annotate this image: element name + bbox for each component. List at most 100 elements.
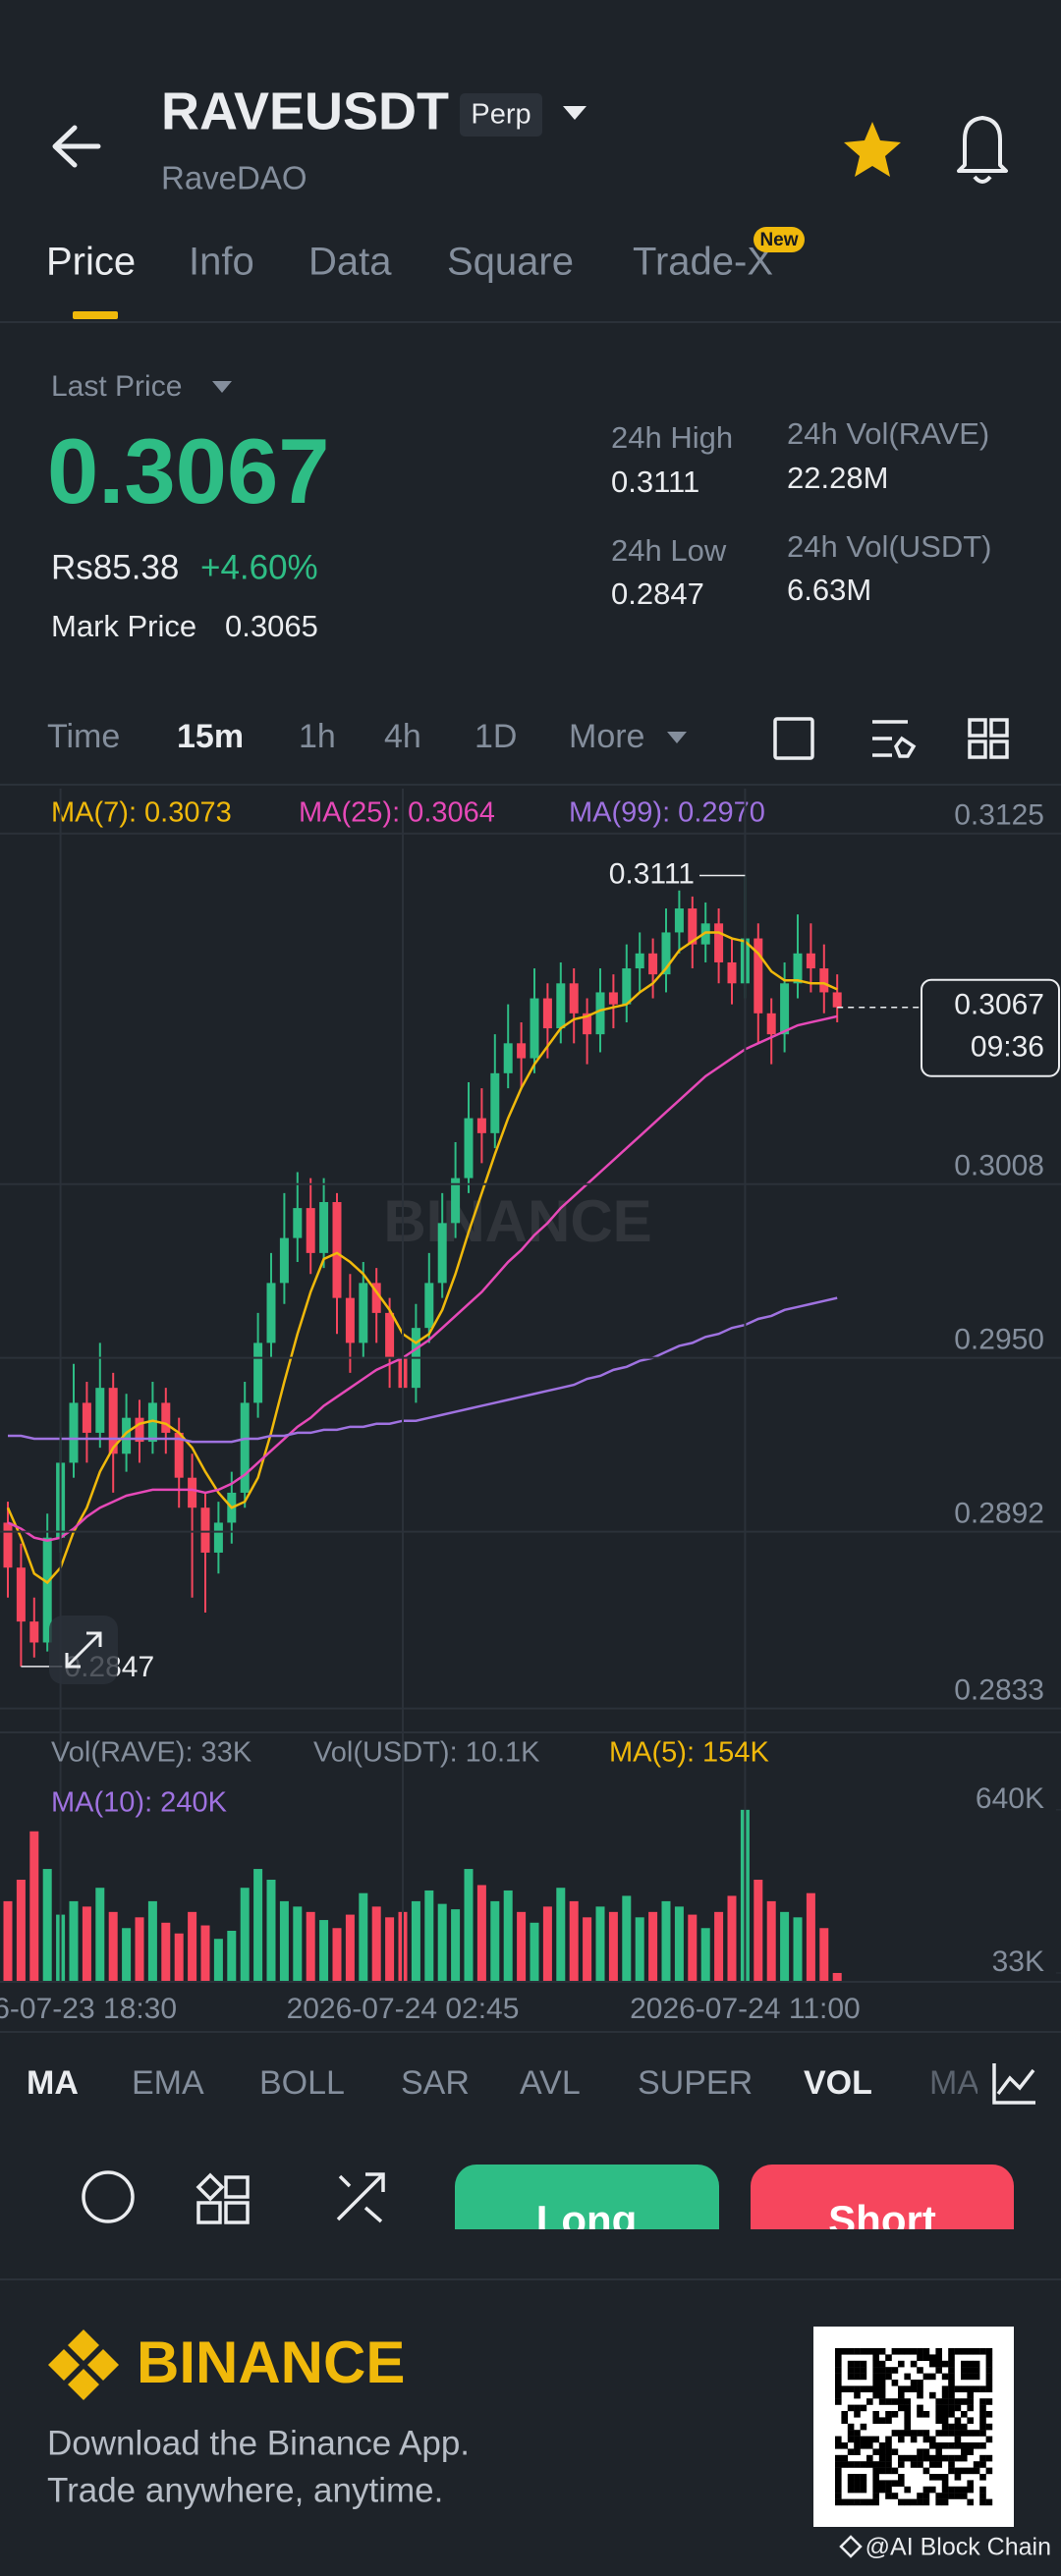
qr-cell — [898, 2360, 905, 2368]
volume-bar — [122, 1928, 132, 1982]
long-label[interactable]: Long — [536, 2197, 638, 2243]
fiat-price: Rs85.38 — [51, 548, 179, 586]
candle-body — [451, 1178, 461, 1224]
qr-cell — [841, 2442, 848, 2449]
footer-text: Trade anywhere, anytime. — [47, 2471, 443, 2509]
indicator-tab[interactable]: BOLL — [259, 2064, 345, 2102]
qr-cell — [872, 2461, 879, 2468]
indicator-tab[interactable]: SAR — [401, 2064, 470, 2102]
qr-cell — [872, 2411, 879, 2418]
qr-cell — [985, 2411, 993, 2418]
qr-cell — [954, 2404, 962, 2412]
short-label[interactable]: Short — [828, 2197, 936, 2243]
qr-cell — [878, 2348, 886, 2355]
layout-icon[interactable] — [968, 718, 1009, 759]
qr-cell — [854, 2498, 861, 2506]
dropdown-icon[interactable] — [667, 732, 687, 743]
qr-cell — [948, 2391, 955, 2399]
indicator-tab[interactable]: MA — [929, 2064, 979, 2102]
interval[interactable]: Time — [47, 718, 120, 755]
divider — [0, 1981, 1061, 1983]
interval[interactable]: 1D — [475, 718, 517, 755]
short-button[interactable] — [751, 2165, 1014, 2273]
indicator-tab[interactable]: SUPER — [638, 2064, 753, 2102]
indicator-tab[interactable]: VOL — [804, 2064, 872, 2102]
coin-name: RaveDAO — [161, 160, 307, 196]
qr-cell — [835, 2380, 842, 2386]
qr-cell — [878, 2467, 886, 2475]
qr-cell — [898, 2385, 905, 2392]
qr-cell — [841, 2385, 848, 2392]
share-icon[interactable] — [336, 2172, 385, 2223]
qr-cell — [854, 2486, 861, 2494]
price-tag — [921, 978, 1060, 1077]
interval[interactable]: More — [569, 718, 644, 755]
tab[interactable]: Info — [189, 241, 254, 284]
qr-cell — [979, 2430, 986, 2437]
interval[interactable]: 1h — [299, 718, 336, 755]
tab[interactable]: Square — [447, 241, 574, 284]
qr-cell — [891, 2430, 899, 2437]
tab[interactable]: Data — [308, 241, 392, 284]
candle-body — [530, 998, 539, 1059]
indicator-tab[interactable]: MA — [27, 2064, 79, 2102]
qr-cell — [917, 2448, 923, 2455]
qr-cell — [885, 2367, 892, 2374]
stat-label: 24h Vol(RAVE) — [787, 416, 989, 451]
qr-cell — [904, 2423, 911, 2431]
qr-cell — [941, 2398, 949, 2405]
divider — [0, 1731, 1061, 1733]
qr-cell — [854, 2461, 861, 2468]
dropdown-icon[interactable] — [563, 106, 586, 120]
qr-cell — [948, 2467, 955, 2475]
qr-cell — [961, 2454, 968, 2462]
qr-cell — [922, 2467, 930, 2475]
tab[interactable]: Price — [46, 241, 136, 284]
qr-cell — [961, 2385, 968, 2392]
interval[interactable]: 4h — [384, 718, 421, 755]
qr-cell — [878, 2367, 886, 2374]
qr-cell — [910, 2461, 918, 2468]
qr-cell — [917, 2380, 923, 2386]
back-button[interactable] — [52, 125, 101, 168]
settings-icon[interactable] — [872, 720, 917, 758]
qr-cell — [885, 2417, 892, 2424]
candle-body — [266, 1283, 276, 1343]
qr-cell — [910, 2385, 918, 2392]
depth-icon[interactable] — [773, 717, 814, 760]
qr-cell — [872, 2480, 879, 2487]
qr-cell — [898, 2480, 905, 2487]
qr-cell — [922, 2498, 930, 2506]
qr-cell — [941, 2442, 949, 2449]
qr-cell — [854, 2391, 861, 2399]
dropdown-icon[interactable] — [212, 381, 232, 393]
candle-body — [122, 1417, 132, 1454]
indicator-tab[interactable]: AVL — [520, 2064, 581, 2102]
qr-cell — [841, 2498, 848, 2506]
qr-cell — [847, 2430, 855, 2437]
qr-cell — [979, 2411, 986, 2418]
qr-cell — [941, 2493, 949, 2499]
qr-cell — [835, 2348, 842, 2355]
long-button[interactable] — [455, 2165, 719, 2273]
more-icon[interactable] — [82, 2170, 135, 2223]
qr-cell — [872, 2493, 879, 2499]
volume-bar — [82, 1906, 91, 1982]
favorite-icon[interactable] — [844, 122, 901, 177]
apps-icon[interactable] — [195, 2172, 250, 2224]
indicator-settings-icon[interactable] — [992, 2063, 1035, 2105]
interval[interactable]: 15m — [177, 718, 244, 755]
candle-body — [359, 1283, 368, 1343]
indicator-tab[interactable]: EMA — [132, 2064, 204, 2102]
qr-cell — [841, 2411, 848, 2418]
volume-bar — [135, 1917, 144, 1982]
qr-cell — [979, 2454, 986, 2462]
ma-line — [6, 931, 838, 1585]
last-price: 0.3067 — [47, 419, 330, 522]
tab[interactable]: Trade-X — [633, 241, 773, 284]
qr-cell — [835, 2398, 842, 2405]
qr-cell — [898, 2430, 905, 2437]
candle-body — [213, 1522, 223, 1553]
bell-icon[interactable] — [957, 116, 1008, 184]
qr-cell — [904, 2404, 911, 2412]
